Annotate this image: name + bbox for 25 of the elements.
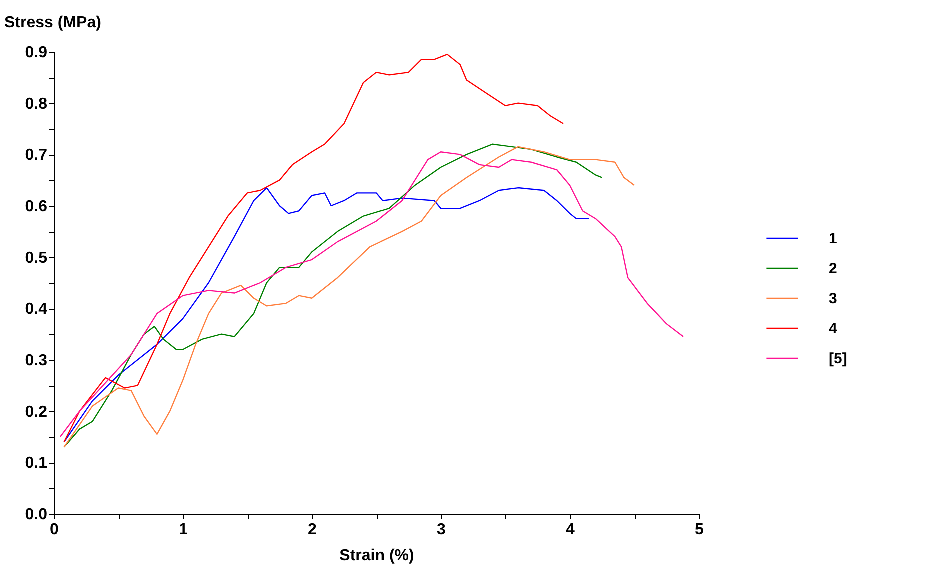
x-axis-title: Strain (%) <box>340 548 414 564</box>
y-tick-label: 0.1 <box>25 455 48 472</box>
x-tick-label: 4 <box>566 522 576 538</box>
y-tick-label: 0.5 <box>25 250 48 267</box>
x-tick-label: 1 <box>179 522 188 538</box>
line-series <box>64 187 590 443</box>
legend-label: 2 <box>829 260 838 278</box>
line-series <box>64 54 564 443</box>
x-tick-label: 5 <box>695 522 704 538</box>
y-tick-label: 0.7 <box>25 147 48 164</box>
y-axis-title: Stress (MPa) <box>4 14 102 32</box>
y-tick-label: 0.9 <box>25 44 48 62</box>
x-tick-label: 3 <box>437 522 446 538</box>
y-tick-label: 0.4 <box>25 301 48 318</box>
legend-label: [5] <box>829 350 848 368</box>
legend-label: 4 <box>829 320 838 338</box>
y-tick-label: 0.3 <box>25 352 48 370</box>
legend-label: 1 <box>829 230 838 248</box>
legend-label: 3 <box>829 290 838 308</box>
y-tick-label: 0.2 <box>25 404 48 421</box>
x-tick-label: 2 <box>308 522 318 538</box>
y-tick-label: 0.6 <box>25 198 48 216</box>
y-tick-label: 0.0 <box>25 506 48 524</box>
y-tick-label: 0.8 <box>25 96 48 113</box>
x-tick-label: 0 <box>50 522 60 538</box>
